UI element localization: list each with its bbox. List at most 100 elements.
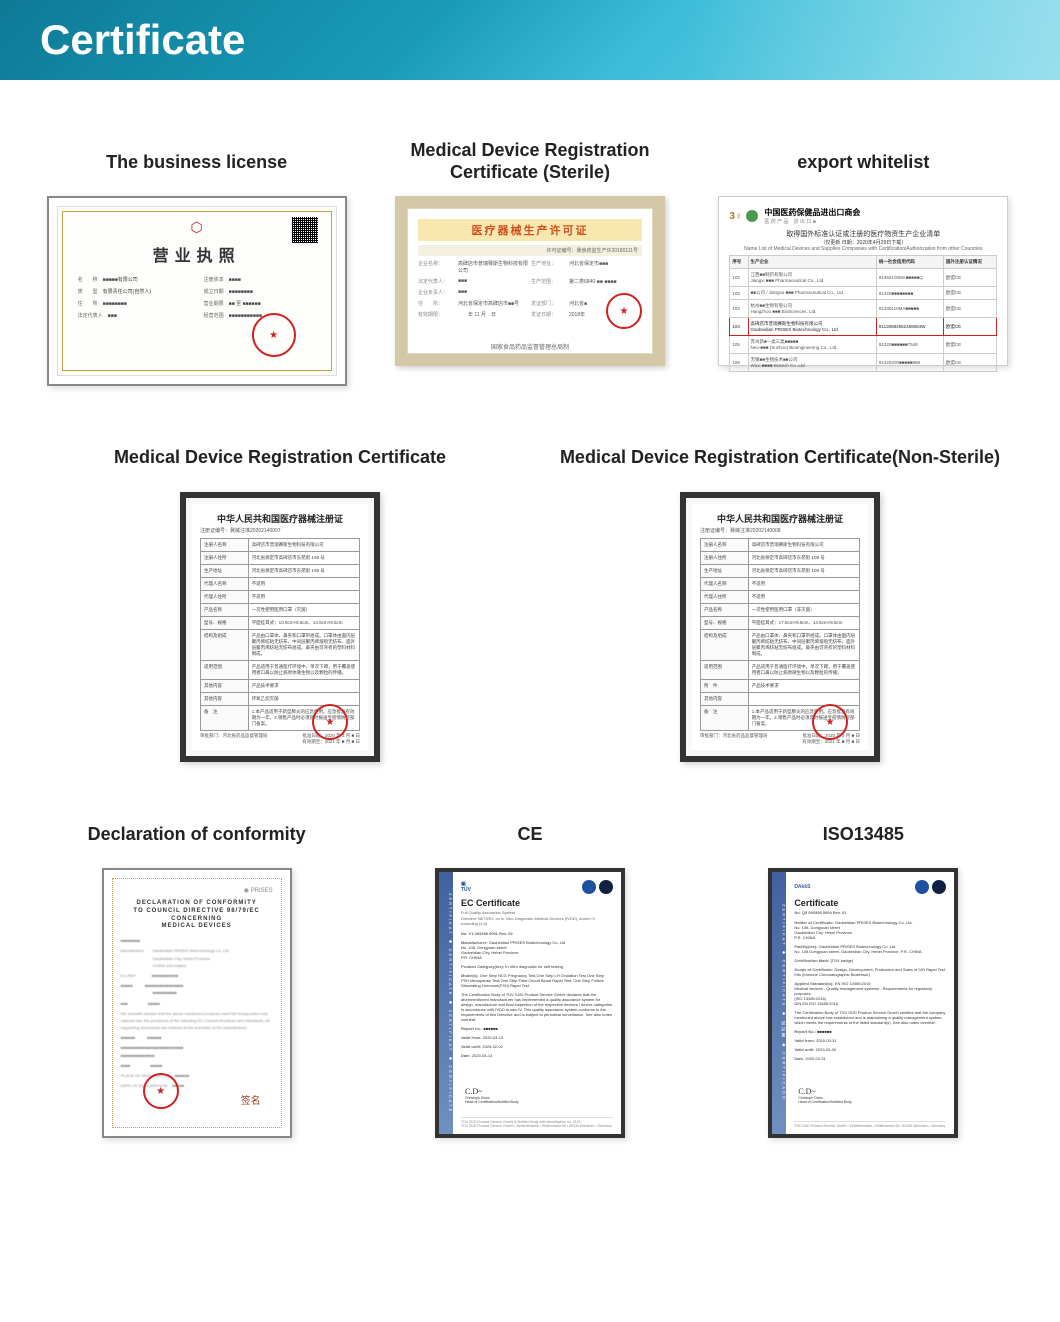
table-row: 型号、规格平面挂耳式：17.5cm×9.5cm、14.5cm×9.5cm bbox=[701, 617, 860, 630]
field: Certification Mark: [TÜV badge] bbox=[794, 958, 946, 963]
doc-footer: TÜV SÜD Product Service GmbH • Zertifizi… bbox=[794, 1121, 946, 1128]
text-line: ■■■■■■■■ bbox=[121, 937, 273, 944]
wl-subtitle-3: Name List of Medical Devices and Supplie… bbox=[729, 246, 997, 252]
doc-footer: TÜV SÜD Product Service GmbH is Notified… bbox=[461, 1117, 613, 1128]
col-header: 序号 bbox=[730, 256, 748, 269]
badges bbox=[915, 880, 946, 894]
col-header: 国外注册认证情况 bbox=[943, 256, 996, 269]
cert-title: Medical Device Registration Certificate … bbox=[380, 140, 680, 184]
cert-document: ⬡ 营业执照 名 称 ■■■■■有限公司类 型 有限责任公司(自然人)住 所 ■… bbox=[57, 206, 337, 376]
row-3: Declaration of conformity ◉ PRISES DECLA… bbox=[30, 812, 1030, 1138]
cert-number: 许可证编号：冀食药监生产许20180111号 bbox=[418, 245, 642, 256]
stamp-icon bbox=[143, 1073, 179, 1109]
cert-title: The business license bbox=[106, 140, 287, 184]
org-name-sub: 医 药 产 品 进 出 口 ■ bbox=[764, 218, 997, 225]
cert-frame: ⬡ 营业执照 名 称 ■■■■■有限公司类 型 有限责任公司(自然人)住 所 ■… bbox=[47, 196, 347, 386]
cert-business-license: The business license ⬡ 营业执照 名 称 ■■■■■有限公… bbox=[47, 140, 347, 386]
doc-title: 医疗器械生产许可证 bbox=[418, 219, 642, 241]
table-row: 102江西■■制药有限公司Jiangxi ■■■ Pharmaceutical … bbox=[730, 269, 997, 287]
cert-document: 医疗器械生产许可证 许可证编号：冀食药监生产许20180111号 企业名称：高碑… bbox=[407, 208, 653, 354]
badge-icon bbox=[582, 880, 596, 894]
text-line: Manufacturer Gaobeidian PRISES Biotechno… bbox=[121, 947, 273, 969]
stamp-icon bbox=[606, 293, 642, 329]
table-row: 注册人住所河北省保定市高碑店市东苑街 108 号 bbox=[701, 552, 860, 565]
text-line: PLACE OF DECLARATION: ■■■■■■ bbox=[121, 1072, 273, 1079]
field: Date, 2020-04-13 bbox=[461, 1053, 613, 1058]
table-row: 105苏州新■一类三类■■■■■Neo-■■■ (Suzhou) Bioengi… bbox=[730, 336, 997, 354]
table-row: 适用范围产品适用于普通医疗环境中，单次下蹲，用于覆盖使用者口鼻以防止病原微生物以… bbox=[701, 661, 860, 680]
cert-no: No. V1 093398 0001 Rev. 02 bbox=[461, 931, 613, 937]
badge-icon bbox=[915, 880, 929, 894]
field: Manufacturer: Gaobeidian PRISES Biotechn… bbox=[461, 940, 613, 960]
badge-icon bbox=[932, 880, 946, 894]
field: 法定代表人 ■■■ bbox=[78, 312, 190, 320]
doc-subtitle: 注册证编号：冀械注准20202140008 bbox=[700, 527, 860, 534]
cert-ce: CE ZERTIFIKAT ◆ CERTIFICATE ◆ ZERTIFIKAT… bbox=[380, 812, 680, 1138]
data-table: 注册人名称高碑店市普瑞赛斯生物科技有限公司注册人住所河北省保定市高碑店市东苑街 … bbox=[700, 538, 860, 731]
text-line: ■■■■■ ■■■■■■■■■■■■■■■■ ■■■■■■■■■■ bbox=[121, 982, 273, 996]
table-row: 注册人住所河北省保定市高碑店市东苑街 108 号 bbox=[201, 552, 360, 565]
field: Valid from: 2020-03-31 bbox=[794, 1038, 946, 1043]
emblem-icon: ⬡ bbox=[70, 219, 324, 236]
cert-title: CE bbox=[517, 812, 542, 856]
table-row: 103■■公司 / Jiangsu ■■■ Pharmaceutical Co.… bbox=[730, 287, 997, 300]
doc-subtitle: No. Q5 093398 0004 Rev. 01 bbox=[794, 910, 946, 916]
field: 名 称 ■■■■■有限公司 bbox=[78, 276, 190, 284]
cert-declaration: Declaration of conformity ◉ PRISES DECLA… bbox=[47, 812, 347, 1138]
row: 企业名称：高碑店市普瑞赛斯生物科技有限公司生产地址：河北省保定市■■■ bbox=[418, 260, 642, 274]
brand-logo: ◉ PRISES bbox=[121, 887, 273, 894]
field: The Certification Body of TÜV SÜD Produc… bbox=[461, 992, 613, 1022]
logo-green-icon bbox=[746, 210, 758, 222]
cert-title: Declaration of conformity bbox=[88, 812, 306, 856]
cert-sterile: Medical Device Registration Certificate … bbox=[380, 140, 680, 366]
text-line: ■■■■ ■■■■■ bbox=[121, 1062, 273, 1069]
doc-title: 中华人民共和国医疗器械注册证 bbox=[700, 512, 860, 525]
wl-subtitle-1: 取得国外标准认证或注册的医疗物资生产企业清单 bbox=[729, 229, 997, 239]
table-row: 代理人住所不适用 bbox=[201, 591, 360, 604]
table-row: 结构及组成产品由口罩体、鼻夹和口罩带组成。口罩体由面内层聚丙烯纺粘无纺布、中间层… bbox=[201, 630, 360, 661]
cert-registration: Medical Device Registration Certificate … bbox=[55, 436, 505, 762]
data-table: 注册人名称高碑店市普瑞赛斯生物科技有限公司注册人住所河北省保定市高碑店市东苑街 … bbox=[200, 538, 360, 731]
header-banner: Certificate bbox=[0, 0, 1060, 80]
field: Scope of Certificate: Design, Developmen… bbox=[794, 967, 946, 977]
cert-frame: 3♀ 中国医药保健品进出口商会 医 药 产 品 进 出 口 ■ 取得国外标准认证… bbox=[718, 196, 1008, 366]
row: 法定代表人：■■■生产范围：第二类6840-■■-■■■■ bbox=[418, 278, 642, 285]
org-name-cn: 中国医药保健品进出口商会 bbox=[764, 207, 997, 218]
signature: C.D~ Christoph Dicks Head of Certificati… bbox=[465, 1087, 519, 1104]
dakks-logo: DAkkS bbox=[794, 884, 810, 890]
table-row: 产品名称一次性使用医用口罩（灭菌） bbox=[201, 604, 360, 617]
cert-document: ▣TÜV EC Certificate Full Quality Assuran… bbox=[453, 872, 621, 1134]
table-row: 适用范围产品适用于普通医疗环境中，单次下蹲，用于覆盖使用者口鼻以防止病原体微生物… bbox=[201, 661, 360, 680]
cert-frame: ZERTIFIKAT ◆ CERTIFICATE ◆ ZERTIFIKAT ◆ … bbox=[435, 868, 625, 1138]
signature: 签名 bbox=[241, 1092, 261, 1107]
cert-title: Medical Device Registration Certificate bbox=[114, 436, 446, 480]
content-area: The business license ⬡ 营业执照 名 称 ■■■■■有限公… bbox=[0, 80, 1060, 1248]
badges bbox=[582, 880, 613, 894]
stamp-icon bbox=[252, 313, 296, 357]
table-row: 其他内容 bbox=[701, 693, 860, 706]
table-row: 代理人住所不适用 bbox=[701, 591, 860, 604]
sidebar-text: ZERTIFIKAT ◆ CERTIFICATE ◆ 認証書 ◆ CERTIFI… bbox=[772, 872, 786, 1134]
logos: 3♀ bbox=[729, 210, 758, 222]
field: Valid until: 2023-03-30 bbox=[794, 1047, 946, 1052]
doc-header: ▣TÜV bbox=[461, 880, 613, 894]
doc-subtitle: Full Quality Assurance System Directive … bbox=[461, 910, 613, 927]
field: 住 所 ■■■■■■■■ bbox=[78, 300, 190, 308]
table-row: 型号、规格平面挂耳式：10.5cm×8.5cm、14.5cm×9.5cm bbox=[201, 617, 360, 630]
col-header: 统一社会信用代码 bbox=[876, 256, 943, 269]
field: Applied Standard(s): EN ISO 13485:2016 M… bbox=[794, 981, 946, 1006]
table-row: 106无锡■■生物技术■■公司Wuxi ■■■■ Biotech Co.,Ltd… bbox=[730, 354, 997, 372]
doc-header: DAkkS bbox=[794, 880, 946, 894]
signature: C.D~ Christoph Dicks Head of Certificati… bbox=[798, 1087, 852, 1104]
doc-title: 中华人民共和国医疗器械注册证 bbox=[200, 512, 360, 525]
field: Report No.: ■■■■■■ bbox=[794, 1029, 946, 1034]
cert-document: ◉ PRISES DECLARATION OF CONFORMITY TO CO… bbox=[112, 878, 282, 1128]
text-line: We herewith declare that the above menti… bbox=[121, 1010, 273, 1032]
table-row: 生产地址河北省保定市高碑店市东苑街 108 号 bbox=[701, 565, 860, 578]
row-1: The business license ⬡ 营业执照 名 称 ■■■■■有限公… bbox=[30, 140, 1030, 386]
wl-header: 3♀ 中国医药保健品进出口商会 医 药 产 品 进 出 口 ■ bbox=[729, 207, 997, 225]
text-line: ■■■ ■■■■■ bbox=[121, 1000, 273, 1007]
cert-document: DAkkS Certificate No. Q5 093398 0004 Rev… bbox=[786, 872, 954, 1134]
stamp-icon bbox=[312, 704, 348, 740]
field: Model(s): One Step HCG Pregnancy Test,On… bbox=[461, 973, 613, 988]
